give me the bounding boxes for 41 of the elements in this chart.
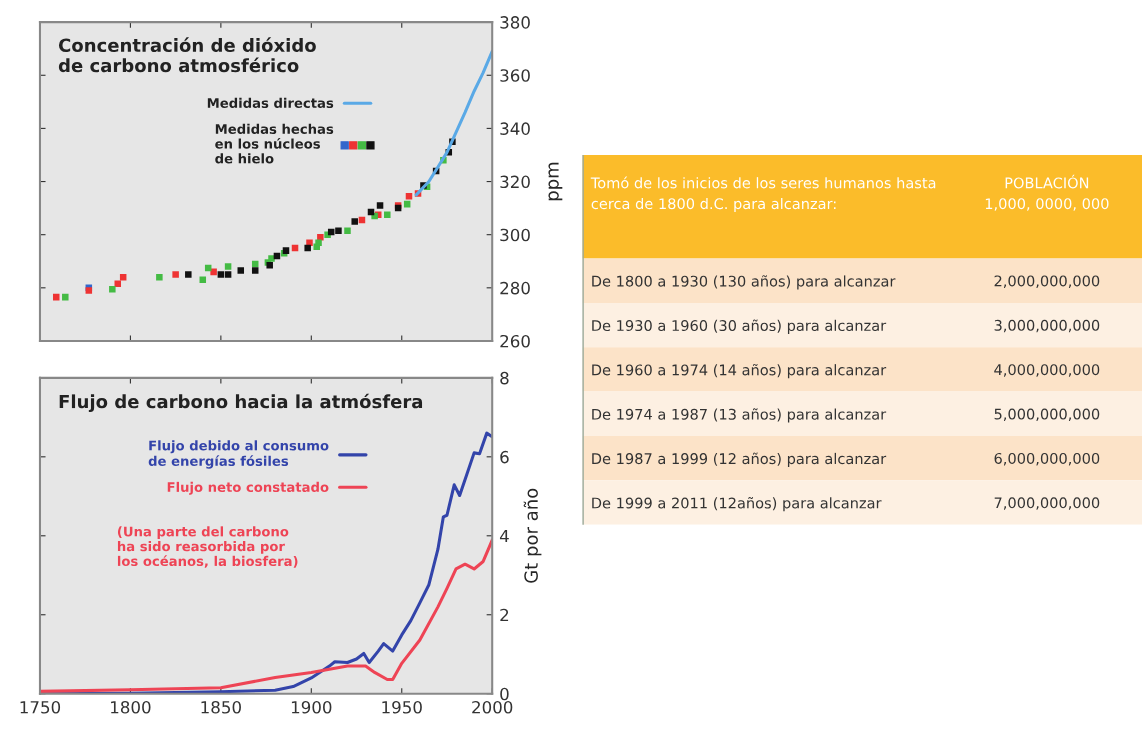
text: Flujo de carbono hacia la atmósfera: [59, 393, 423, 412]
y-tick-label: 4: [499, 529, 509, 543]
text: Tomó de los inicios de los seres humanos hasta cerca de 1800 d.C. para alcanzar:: [590, 176, 936, 213]
y-tick-label: 320: [500, 175, 530, 189]
y-axis-title: Gt por año: [523, 488, 542, 583]
text: 2,000,000,000: [994, 275, 1100, 288]
text: De 1987 a 1999 (12 años) para alcanzar: [592, 452, 887, 467]
text: De 1800 a 1930 (130 años) para alcanzar: [592, 275, 896, 290]
text: De 1960 a 1974 (14 años) para alcanzar: [592, 363, 887, 379]
text: De 1974 a 1987 (13 años) para alcanzar: [592, 408, 887, 423]
y-tick-label: 0: [500, 687, 509, 701]
text: POBLACIÓN 1,000, 0000, 000: [985, 174, 1109, 211]
text: Concentración de dióxido de carbono atmosférico: [58, 37, 316, 73]
x-tick-label: 2000: [472, 700, 513, 714]
text: 4,000,000,000: [994, 364, 1100, 377]
x-tick-label: 1900: [291, 700, 332, 714]
y-tick-label: 280: [500, 281, 530, 295]
text: 7,000,000,000: [994, 497, 1100, 510]
legend-label: Medidas hechas en los núcleos de hielo: [215, 123, 334, 164]
x-tick-label: 1800: [111, 700, 151, 714]
y-tick-label: 2: [500, 608, 509, 622]
y-tick-label: 360: [500, 69, 530, 82]
text: 5,000,000,000: [994, 408, 1100, 422]
y-tick-label: 8: [500, 371, 509, 385]
legend-label: Medidas directas: [207, 97, 334, 108]
y-tick-label: 340: [500, 122, 530, 135]
x-tick-label: 1850: [201, 700, 241, 714]
y-tick-label: 380: [500, 16, 530, 29]
text: De 1999 a 2011 (12años) para alcanzar: [592, 496, 882, 512]
text: 3,000,000,000: [994, 319, 1100, 333]
y-tick-label: 260: [500, 334, 530, 348]
text: De 1930 a 1960 (30 años) para alcanzar: [592, 319, 887, 334]
y-axis-title: ppm: [548, 162, 563, 201]
annotation: (Una parte del carbono ha sido reasorbida por los océanos, la biosfera): [117, 526, 298, 568]
text: 6,000,000,000: [994, 452, 1100, 466]
y-tick-label: 6: [500, 450, 509, 464]
legend-label: Flujo neto constatado: [167, 481, 329, 495]
x-tick-label: 1750: [20, 700, 61, 714]
legend-label: Flujo debido al consumo de energías fósiles: [148, 440, 329, 469]
x-tick-label: 1950: [382, 700, 422, 714]
y-tick-label: 300: [500, 228, 530, 242]
